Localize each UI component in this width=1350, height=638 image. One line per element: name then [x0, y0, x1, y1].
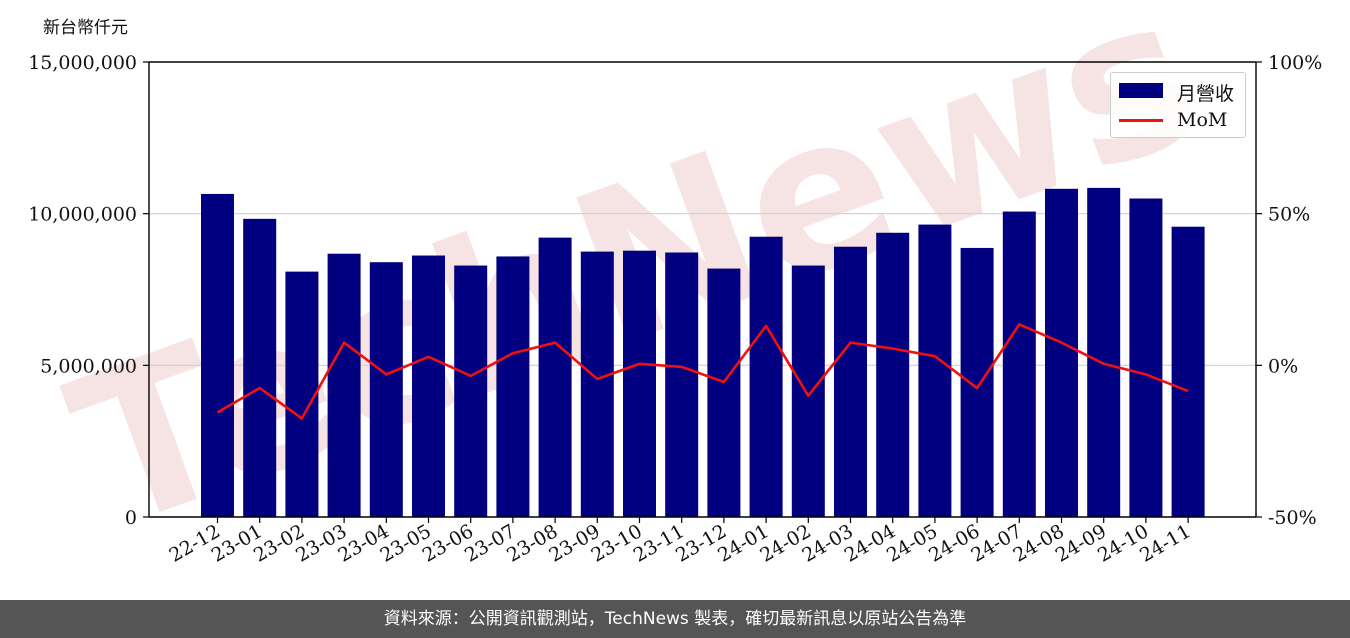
y2-tick-label: -50%: [1268, 507, 1317, 529]
bar: [243, 218, 277, 517]
bar: [285, 271, 319, 517]
bar: [454, 265, 488, 517]
legend-item-mom: MoM: [1111, 107, 1245, 133]
legend-swatch-mom: [1119, 119, 1163, 122]
bar: [707, 268, 741, 517]
y-tick-label: 5,000,000: [40, 355, 137, 377]
bar: [1087, 187, 1121, 517]
legend-item-revenue: 月營收: [1111, 77, 1245, 105]
bar: [1171, 226, 1205, 517]
y-tick-label: 10,000,000: [28, 204, 137, 226]
bar: [960, 247, 994, 517]
legend-label-revenue: 月營收: [1177, 83, 1235, 105]
bar: [580, 251, 614, 518]
y2-tick-label: 0%: [1268, 355, 1298, 377]
bar: [623, 250, 656, 517]
y2-tick-label: 100%: [1268, 52, 1322, 74]
y-tick-label: 15,000,000: [28, 52, 137, 74]
bar: [791, 265, 825, 517]
bar: [1129, 198, 1163, 517]
bar: [1002, 211, 1036, 517]
source-footer: 資料來源：公開資訊觀測站，TechNews 製表，確切最新訊息以原站公告為準: [0, 600, 1350, 638]
bar: [327, 253, 361, 517]
y-tick-label: 0: [125, 507, 137, 529]
bar: [496, 256, 530, 517]
legend-label-mom: MoM: [1177, 109, 1228, 131]
bar: [369, 262, 403, 517]
y-axis-unit-label: 新台幣仟元: [43, 18, 128, 38]
legend-swatch-revenue: [1119, 83, 1163, 98]
legend: 月營收 MoM: [1110, 72, 1246, 138]
y2-tick-label: 50%: [1268, 204, 1310, 226]
bar: [749, 236, 783, 517]
bar: [412, 255, 445, 517]
bar: [201, 193, 234, 517]
bar: [918, 224, 952, 517]
chart: TechNews05,000,00010,000,00015,000,000-5…: [28, 0, 1322, 577]
bar: [834, 246, 867, 518]
bar: [665, 252, 699, 517]
mom-line: [216, 323, 1189, 420]
bar: [1045, 188, 1078, 517]
bar: [538, 237, 572, 517]
bar: [876, 232, 910, 517]
